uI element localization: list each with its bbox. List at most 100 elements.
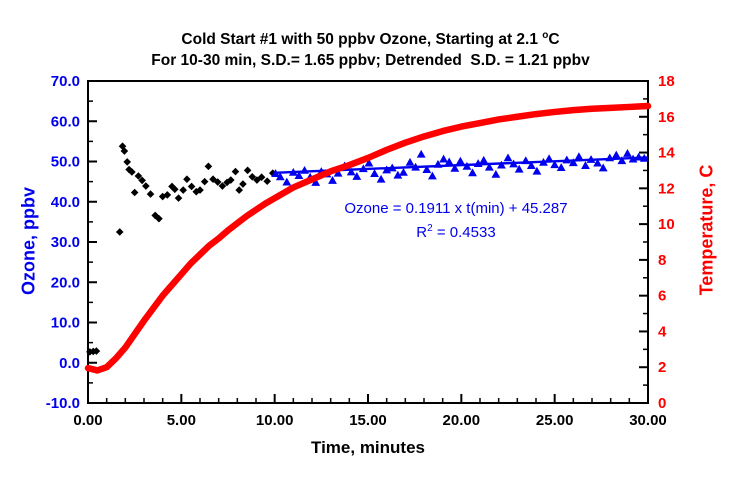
ozone-10-30min-point — [514, 164, 524, 173]
right-tick-label: 6 — [658, 288, 666, 305]
ozone-10-30min-point — [382, 165, 392, 174]
right-tick-label: 18 — [658, 73, 675, 90]
ozone-10-30min-point — [468, 168, 477, 177]
left-tick-label: 20.0 — [51, 274, 80, 291]
ozone-10-30min-point — [271, 169, 280, 178]
left-tick-label: -10.0 — [46, 395, 80, 412]
ozone-10-30min-point — [639, 153, 649, 162]
ozone-10-30min-point — [497, 160, 506, 169]
ozone-10-30min-point — [405, 157, 415, 166]
ozone-10-30min-point — [422, 165, 432, 173]
ozone-10-30min-point — [433, 159, 443, 168]
ozone-10-30min-point — [526, 161, 536, 169]
ozone-10-30min-point — [333, 168, 343, 177]
ozone-10-30min-point — [346, 167, 356, 176]
ozone-10-30min-point — [605, 153, 615, 162]
fit-annotation: Ozone = 0.1911 x t(min) + 45.287 R2 = 0.… — [315, 197, 597, 245]
ozone-10-30min-point — [556, 163, 566, 171]
ozone-10-30min-point — [509, 159, 518, 168]
ozone-10-30min-point — [581, 161, 590, 169]
ozone-10-30min-point — [439, 154, 448, 163]
right-tick-label: 4 — [658, 323, 667, 340]
ozone-0-10min-point — [269, 169, 277, 177]
ozone-0-10min-point — [120, 147, 129, 155]
degree-superscript: o — [542, 29, 549, 41]
ozone-10-30min-point — [568, 158, 578, 167]
title-unit: C — [548, 31, 560, 48]
ozone-10-30min-point — [503, 153, 513, 162]
r-squared-value: = 0.4533 — [432, 224, 496, 241]
ozone-10-30min-point — [456, 156, 465, 165]
ozone-10-30min-point — [411, 162, 420, 171]
ozone-0-10min-point — [125, 165, 133, 174]
ozone-10-30min-point — [544, 154, 554, 163]
ozone-0-10min-point — [118, 142, 127, 151]
r-squared-base: R — [416, 224, 428, 241]
ozone-10-30min-point — [387, 163, 397, 172]
ozone-10-30min-point — [562, 155, 572, 164]
ozone-0-10min-point — [92, 347, 101, 355]
x-tick-label: 25.00 — [536, 412, 574, 429]
ozone-0-10min-point — [171, 185, 179, 194]
ozone-10-30min-point — [300, 165, 309, 174]
chart-title: Cold Start #1 with 50 ppbv Ozone, Starti… — [0, 29, 741, 71]
chart-title-line1: Cold Start #1 with 50 ppbv Ozone, Starti… — [0, 29, 741, 50]
ozone-10-30min-point — [574, 152, 584, 161]
ozone-0-10min-point — [227, 176, 235, 184]
fit-equation: Ozone = 0.1911 x t(min) + 45.287 — [344, 200, 568, 217]
ozone-10-30min-point — [550, 160, 560, 169]
ozone-10-30min-point — [311, 178, 321, 186]
ozone-10-30min-point — [611, 150, 621, 159]
ozone-0-10min-point — [231, 167, 240, 176]
ozone-10-30min-point — [376, 174, 386, 183]
right-tick-label: 14 — [658, 145, 675, 162]
ozone-10-30min-point — [450, 163, 460, 172]
ozone-0-10min-point — [248, 172, 257, 181]
x-tick-label: 15.00 — [349, 412, 387, 429]
x-tick-label: 0.00 — [73, 412, 102, 429]
ozone-10-30min-point — [586, 155, 596, 163]
ozone-0-10min-point — [223, 178, 231, 187]
r-squared-superscript: 2 — [427, 223, 433, 234]
plot-border — [87, 80, 649, 404]
ozone-10-30min-point — [428, 171, 437, 180]
ozone-0-10min-point — [183, 175, 191, 184]
ozone-10-30min-point — [444, 157, 454, 166]
ozone-10-30min-point — [593, 158, 602, 167]
ozone-10-30min-point — [539, 157, 548, 166]
ozone-0-10min-point — [138, 176, 146, 185]
ozone-0-10min-point — [179, 186, 187, 194]
ozone-10-30min-point — [288, 167, 298, 176]
right-tick-label: 8 — [658, 252, 666, 269]
title-text: Cold Start #1 with 50 ppbv Ozone, Starti… — [181, 31, 543, 48]
temperature-curve — [84, 102, 652, 374]
ozone-10-30min-point — [479, 155, 489, 164]
ozone-0-10min-point — [163, 191, 172, 199]
ozone-10-30min-point — [364, 158, 374, 167]
ozone-0-10min-point — [204, 162, 213, 171]
ozone-10-30min-point — [628, 154, 638, 163]
ozone-0-10min-point — [134, 172, 143, 180]
ozone-10-30min-point — [282, 177, 292, 186]
ozone-10-30min-point — [370, 169, 379, 178]
right-tick-label: 2 — [658, 359, 666, 376]
ozone-10-30min-point — [294, 171, 304, 180]
x-axis-title: Time, minutes — [311, 438, 425, 457]
ozone-0-10min-point — [243, 166, 252, 175]
ozone-10-30min-point — [393, 170, 403, 179]
ozone-10-30min-point — [484, 162, 494, 171]
ozone-0-10min-point — [146, 190, 155, 198]
left-tick-label: 70.0 — [51, 73, 80, 90]
right-tick-label: 12 — [658, 180, 675, 197]
ozone-10-30min-point — [521, 156, 531, 165]
ozone-0-10min-point — [200, 177, 209, 186]
ozone-0-10min-point — [218, 182, 227, 190]
right-tick-label: 0 — [658, 395, 666, 412]
x-tick-label: 30.00 — [629, 412, 667, 429]
ozone-0-10min-point — [130, 188, 139, 197]
ozone-0-10min-point — [115, 228, 124, 236]
r-squared: R2 = 0.4533 — [315, 221, 597, 245]
ozone-0-10min-point — [174, 194, 183, 202]
